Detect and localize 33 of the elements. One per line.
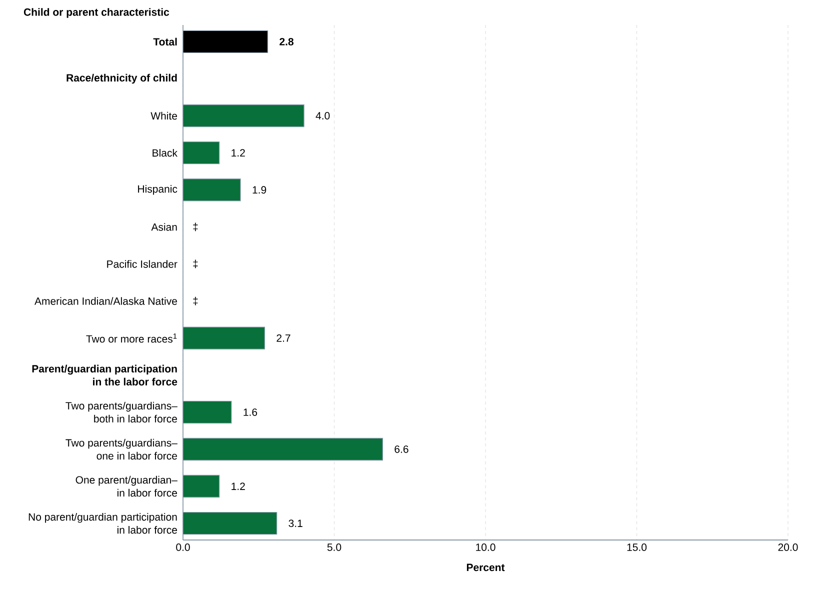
data-label: 1.2 <box>232 149 245 156</box>
data-label: 1.6 <box>244 408 258 416</box>
y-tick-label: One parent/guardian–in labor force <box>76 476 178 497</box>
data-label: 3.1 <box>288 520 302 528</box>
data-label: 6.6 <box>394 446 408 453</box>
text: ‡ <box>193 296 198 306</box>
y-tick-label: Hispanic <box>138 184 178 195</box>
text: ‡ <box>193 260 198 268</box>
x-tick-label: 15.0 <box>627 544 647 551</box>
x-tick-label: 20.0 <box>778 544 798 551</box>
y-tick-label: White <box>150 112 178 120</box>
y-axis-title: Child or parent characteristic <box>24 8 170 18</box>
data-label: 1.9 <box>252 186 266 194</box>
data-label: 4.0 <box>316 112 330 120</box>
y-tick-label: American Indian/Alaska Native <box>34 297 177 305</box>
y-tick-label: No parent/guardian participation in labor force <box>28 512 177 534</box>
y-tick-label: Two or more races$^{1}$ <box>86 334 177 343</box>
y-tick-label: Two parents/guardians–both in labor force <box>66 402 178 423</box>
y-tick-label: Parent/guardian participation in the labor force <box>32 364 178 386</box>
y-tick-label: Pacific Islander <box>107 260 178 268</box>
data-label: 2.8 <box>280 38 294 46</box>
y-tick-label: Race/ethnicity of child <box>66 74 177 84</box>
y-tick-label: Total <box>153 38 177 46</box>
data-label: 2.7 <box>276 334 290 342</box>
x-tick-label: 5.0 <box>327 544 342 551</box>
y-tick-label: Black <box>152 148 178 157</box>
x-tick-label: 0.0 <box>176 544 190 551</box>
text: ‡ <box>193 222 198 232</box>
y-tick-label: Asian <box>151 223 177 231</box>
data-label: 1.2 <box>232 482 245 490</box>
x-axis-title: Percent <box>466 564 505 572</box>
x-tick-label: 10.0 <box>476 544 496 551</box>
y-tick-label: Two parents/guardians–one in labor force <box>66 438 178 460</box>
